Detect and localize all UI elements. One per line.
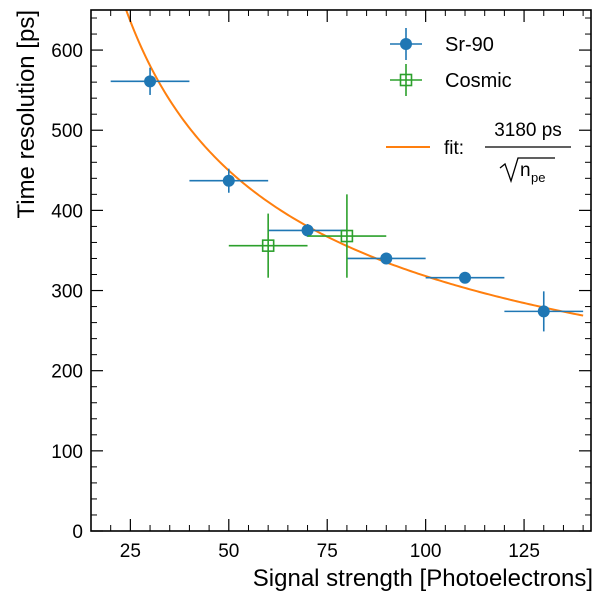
x-tick-label: 100 bbox=[410, 541, 442, 562]
data-points-layer bbox=[110, 67, 584, 332]
point-marker bbox=[340, 229, 354, 243]
data-point bbox=[425, 271, 505, 284]
legend-label: Cosmic bbox=[445, 70, 512, 92]
legend-entry-cosmic: Cosmic bbox=[390, 64, 512, 96]
legend-marker bbox=[400, 38, 412, 50]
fit-numerator: 3180 ps bbox=[494, 120, 562, 141]
data-point bbox=[228, 213, 308, 278]
y-tick-label: 300 bbox=[51, 282, 83, 303]
point-marker bbox=[301, 224, 314, 237]
legend-label: Sr-90 bbox=[445, 34, 494, 56]
y-tick-label: 100 bbox=[51, 442, 83, 463]
fit-denominator-subscript: pe bbox=[531, 170, 545, 185]
data-point bbox=[307, 194, 387, 278]
axis-ticks: 25 50 75 100 125 0 100 200 300 400 500 600 bbox=[51, 10, 591, 562]
y-axis-title: Time resolution [ps] bbox=[13, 10, 40, 219]
point-marker bbox=[222, 174, 235, 187]
fit-denominator-symbol: n bbox=[520, 160, 531, 181]
data-point bbox=[110, 67, 190, 95]
plot-frame bbox=[90, 9, 592, 532]
data-point bbox=[346, 252, 426, 265]
y-tick-label: 0 bbox=[72, 522, 83, 543]
fit-label: fit: bbox=[444, 138, 464, 159]
y-tick-label: 600 bbox=[51, 41, 83, 62]
x-tick-label: 75 bbox=[317, 541, 338, 562]
legend-entry-fit: fit: 3180 ps n pe bbox=[386, 120, 571, 185]
point-marker bbox=[144, 75, 157, 88]
series-sr-90 bbox=[110, 67, 584, 332]
point-marker bbox=[261, 239, 275, 252]
point-marker bbox=[380, 252, 393, 265]
x-tick-label: 50 bbox=[218, 541, 239, 562]
legend: Sr-90 Cosmic fit: 3180 ps n pe bbox=[386, 28, 571, 185]
sqrt-icon bbox=[499, 157, 555, 184]
series-cosmic bbox=[228, 194, 387, 278]
x-axis-title: Signal strength [Photoelectrons] bbox=[253, 565, 593, 592]
axes-frame bbox=[90, 9, 592, 532]
legend-entry-sr-90: Sr-90 bbox=[390, 28, 494, 60]
y-tick-label: 400 bbox=[51, 201, 83, 222]
x-tick-label: 25 bbox=[120, 541, 141, 562]
data-point bbox=[189, 168, 269, 193]
point-marker bbox=[459, 271, 472, 284]
point-marker bbox=[537, 305, 550, 318]
y-tick-label: 200 bbox=[51, 362, 83, 383]
data-point bbox=[268, 224, 347, 237]
legend-marker bbox=[399, 73, 413, 87]
data-point bbox=[504, 291, 584, 332]
y-tick-label: 500 bbox=[51, 121, 83, 142]
x-tick-label: 125 bbox=[508, 541, 540, 562]
